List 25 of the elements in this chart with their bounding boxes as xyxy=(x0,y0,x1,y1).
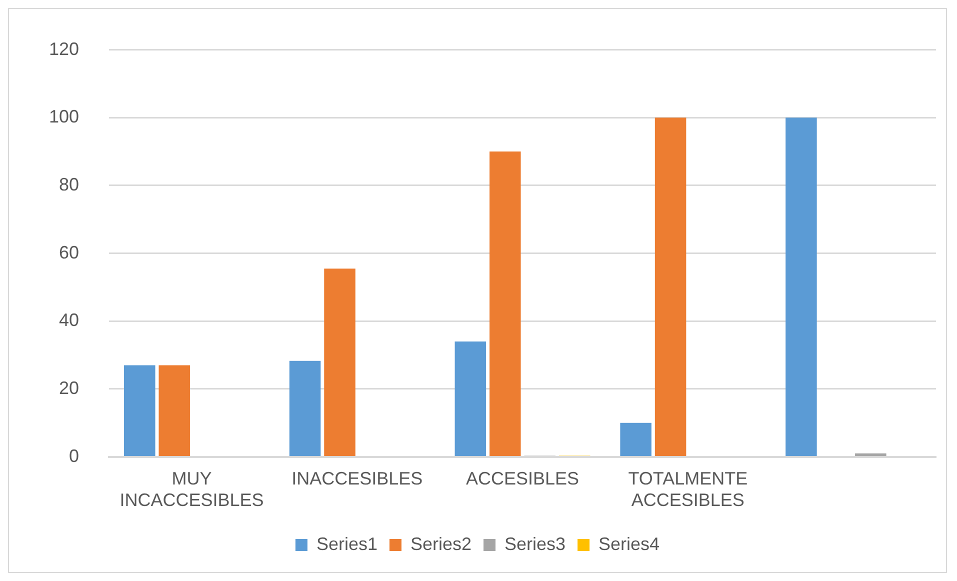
bar xyxy=(289,360,321,456)
bar xyxy=(855,453,886,456)
y-tick-label: 40 xyxy=(59,310,80,330)
bar xyxy=(490,152,521,456)
legend-label: Series2 xyxy=(410,534,472,554)
bar xyxy=(654,118,686,456)
legend-label: Series4 xyxy=(598,534,660,554)
y-tick-label: 20 xyxy=(59,378,80,398)
bar xyxy=(324,268,356,456)
bar xyxy=(620,422,652,456)
y-tick-label: 100 xyxy=(48,106,80,127)
legend-label: Series1 xyxy=(316,534,378,554)
legend-label: Series3 xyxy=(504,534,566,554)
x-tick-label: MUY INCACCESIBLES xyxy=(120,468,264,510)
bar xyxy=(158,365,190,456)
y-tick-label: 120 xyxy=(48,38,80,59)
x-tick-label: ACCESIBLES xyxy=(466,468,580,489)
y-tick-label: 60 xyxy=(59,242,80,262)
bar xyxy=(786,118,817,456)
y-tick-label: 0 xyxy=(69,446,80,466)
y-tick-label: 80 xyxy=(59,174,80,194)
x-tick-label: INACCESIBLES xyxy=(292,468,423,489)
bar xyxy=(124,365,156,456)
x-tick-label: TOTALMENTE ACCESIBLES xyxy=(628,468,748,510)
bar xyxy=(454,341,486,456)
